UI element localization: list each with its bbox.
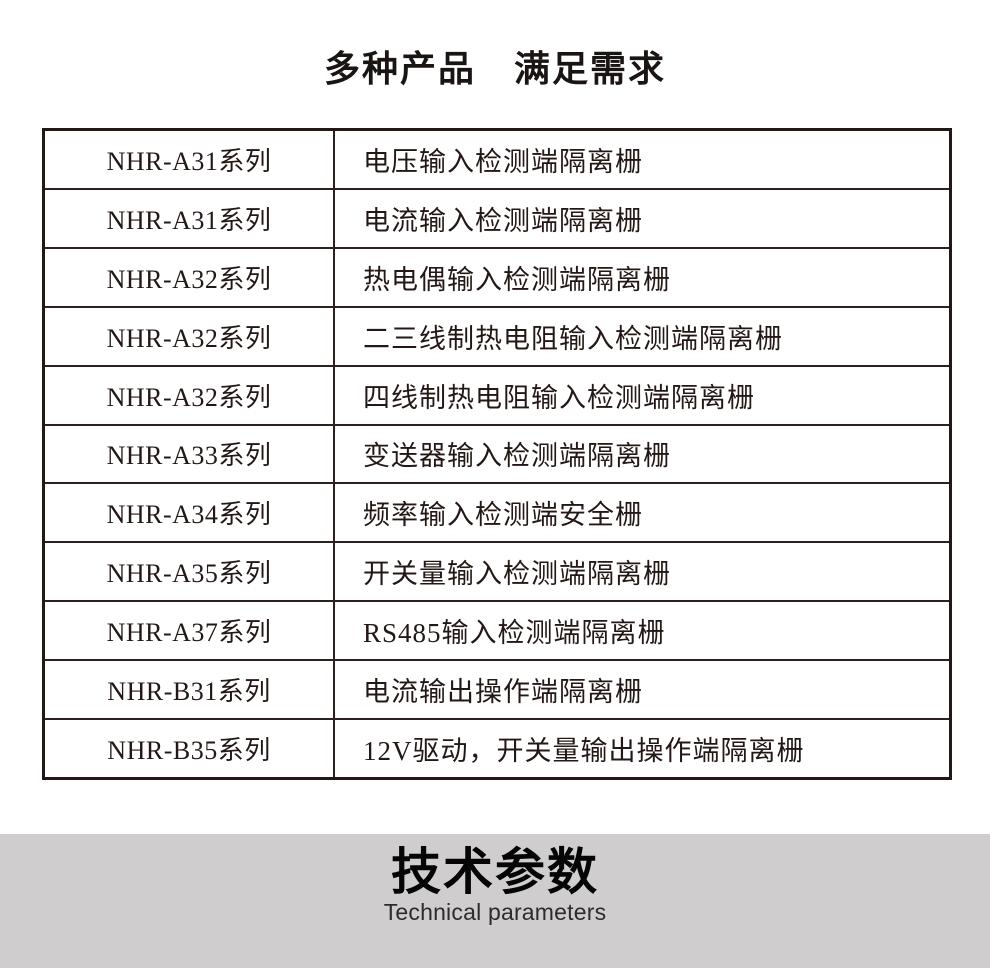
cell-series: NHR-A34系列 xyxy=(45,484,335,542)
cell-series: NHR-B31系列 xyxy=(45,661,335,719)
table-row: NHR-B35系列 12V驱动，开关量输出操作端隔离栅 xyxy=(45,720,949,777)
cell-series: NHR-A31系列 xyxy=(45,189,335,247)
cell-description: 四线制热电阻输入检测端隔离栅 xyxy=(363,382,755,413)
cell-description: 热电偶输入检测端隔离栅 xyxy=(363,264,671,295)
table-row: NHR-A31系列 电流输入检测端隔离栅 xyxy=(45,189,949,249)
table-row: NHR-A32系列 二三线制热电阻输入检测端隔离栅 xyxy=(45,307,949,367)
cell-series: NHR-A32系列 xyxy=(45,307,335,365)
section-banner-subtitle: Technical parameters xyxy=(383,899,607,925)
cell-description: 二三线制热电阻输入检测端隔离栅 xyxy=(363,323,783,354)
table-row: NHR-A33系列 变送器输入检测端隔离栅 xyxy=(45,425,949,485)
table-row: NHR-A35系列 开关量输入检测端隔离栅 xyxy=(45,543,949,603)
table-row: NHR-A34系列 频率输入检测端安全栅 xyxy=(45,484,949,544)
table-row: NHR-B31系列 电流输出操作端隔离栅 xyxy=(45,661,949,721)
cell-series: NHR-A32系列 xyxy=(45,366,335,424)
cell-description: RS485输入检测端隔离栅 xyxy=(363,618,666,649)
cell-description: 电流输入检测端隔离栅 xyxy=(363,205,643,236)
cell-description: 开关量输入检测端隔离栅 xyxy=(363,559,671,590)
cell-description: 12V驱动，开关量输出操作端隔离栅 xyxy=(363,736,805,767)
cell-series: NHR-B35系列 xyxy=(45,720,335,777)
product-series-table: NHR-A31系列 电压输入检测端隔离栅 NHR-A31系列 电流输入检测端隔离栅 NH… xyxy=(42,128,952,780)
cell-series: NHR-A37系列 xyxy=(45,602,335,660)
cell-series: NHR-A32系列 xyxy=(45,248,335,306)
cell-description: 电流输出操作端隔离栅 xyxy=(363,677,643,708)
table-row: NHR-A31系列 电压输入检测端隔离栅 xyxy=(45,131,949,190)
table-row: NHR-A32系列 四线制热电阻输入检测端隔离栅 xyxy=(45,366,949,426)
cell-series: NHR-A35系列 xyxy=(45,543,335,601)
section-banner-title: 技术参数 xyxy=(391,844,599,900)
table-row: NHR-A37系列 RS485输入检测端隔离栅 xyxy=(45,602,949,662)
cell-description: 电压输入检测端隔离栅 xyxy=(363,146,643,177)
table-row: NHR-A32系列 热电偶输入检测端隔离栅 xyxy=(45,248,949,308)
section-banner: 技术参数 Technical parameters xyxy=(0,834,990,968)
cell-description: 变送器输入检测端隔离栅 xyxy=(363,441,671,472)
cell-series: NHR-A33系列 xyxy=(45,425,335,483)
cell-series: NHR-A31系列 xyxy=(45,131,335,188)
cell-description: 频率输入检测端安全栅 xyxy=(363,500,643,531)
page-title: 多种产品 满足需求 xyxy=(323,48,666,89)
